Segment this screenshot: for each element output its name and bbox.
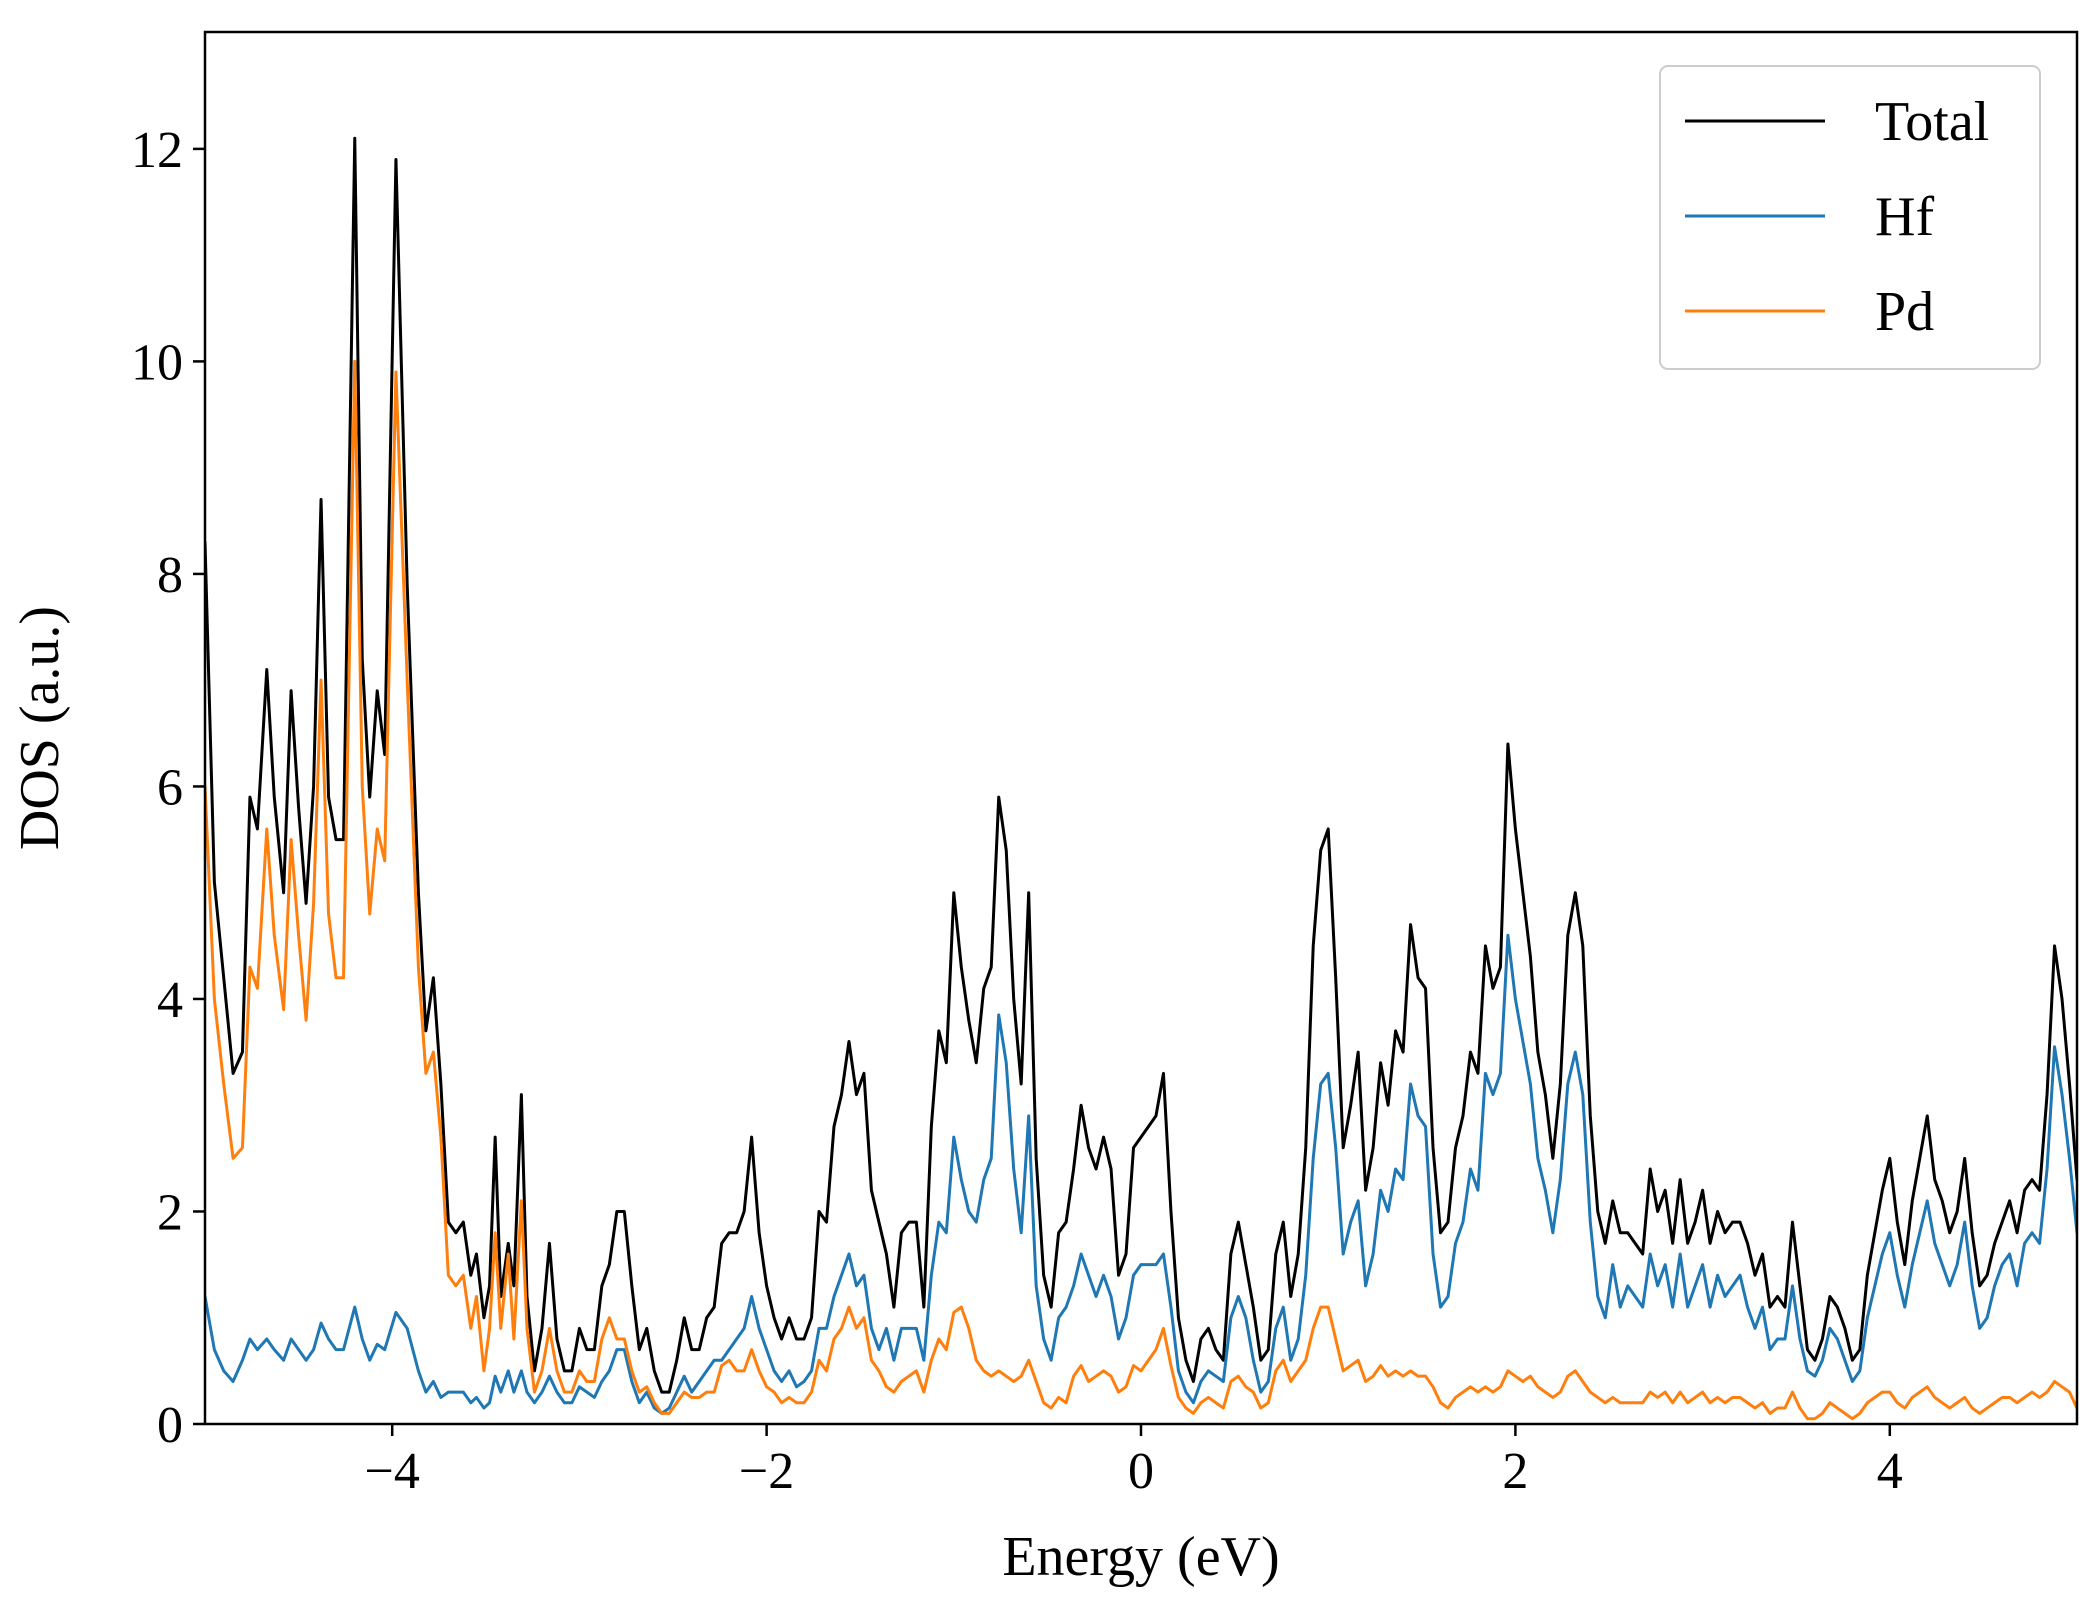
series-line-hf: [205, 933, 2077, 1415]
x-axis-label: Energy (eV): [1002, 1526, 1279, 1588]
x-tick-label: −2: [739, 1443, 794, 1500]
y-tick-label: 0: [157, 1397, 183, 1454]
legend-label-pd: Pd: [1875, 281, 1934, 343]
x-tick-label: 2: [1502, 1443, 1528, 1500]
y-tick-label: 10: [131, 334, 183, 391]
y-tick-label: 8: [157, 547, 183, 604]
x-tick-label: −4: [365, 1443, 420, 1500]
y-tick-label: 12: [131, 122, 183, 179]
x-tick-label: 4: [1877, 1443, 1903, 1500]
plot-area: [205, 136, 2077, 1421]
y-axis-label: DOS (a.u.): [9, 606, 71, 850]
y-tick-label: 6: [157, 759, 183, 816]
legend-label-total: Total: [1875, 91, 1989, 153]
y-tick-label: 2: [157, 1184, 183, 1241]
series-line-pd: [205, 359, 2077, 1421]
legend-box: [1659, 65, 2041, 370]
axes: −4 −2 0 2 4 0 2 4 6 8 10 12: [131, 30, 2079, 1500]
y-tick-label: 4: [157, 972, 183, 1029]
legend: Total Hf Pd: [1659, 65, 2041, 370]
legend-label-hf: Hf: [1875, 186, 1934, 248]
x-tick-label: 0: [1128, 1443, 1154, 1500]
series-line-total: [205, 136, 2077, 1394]
